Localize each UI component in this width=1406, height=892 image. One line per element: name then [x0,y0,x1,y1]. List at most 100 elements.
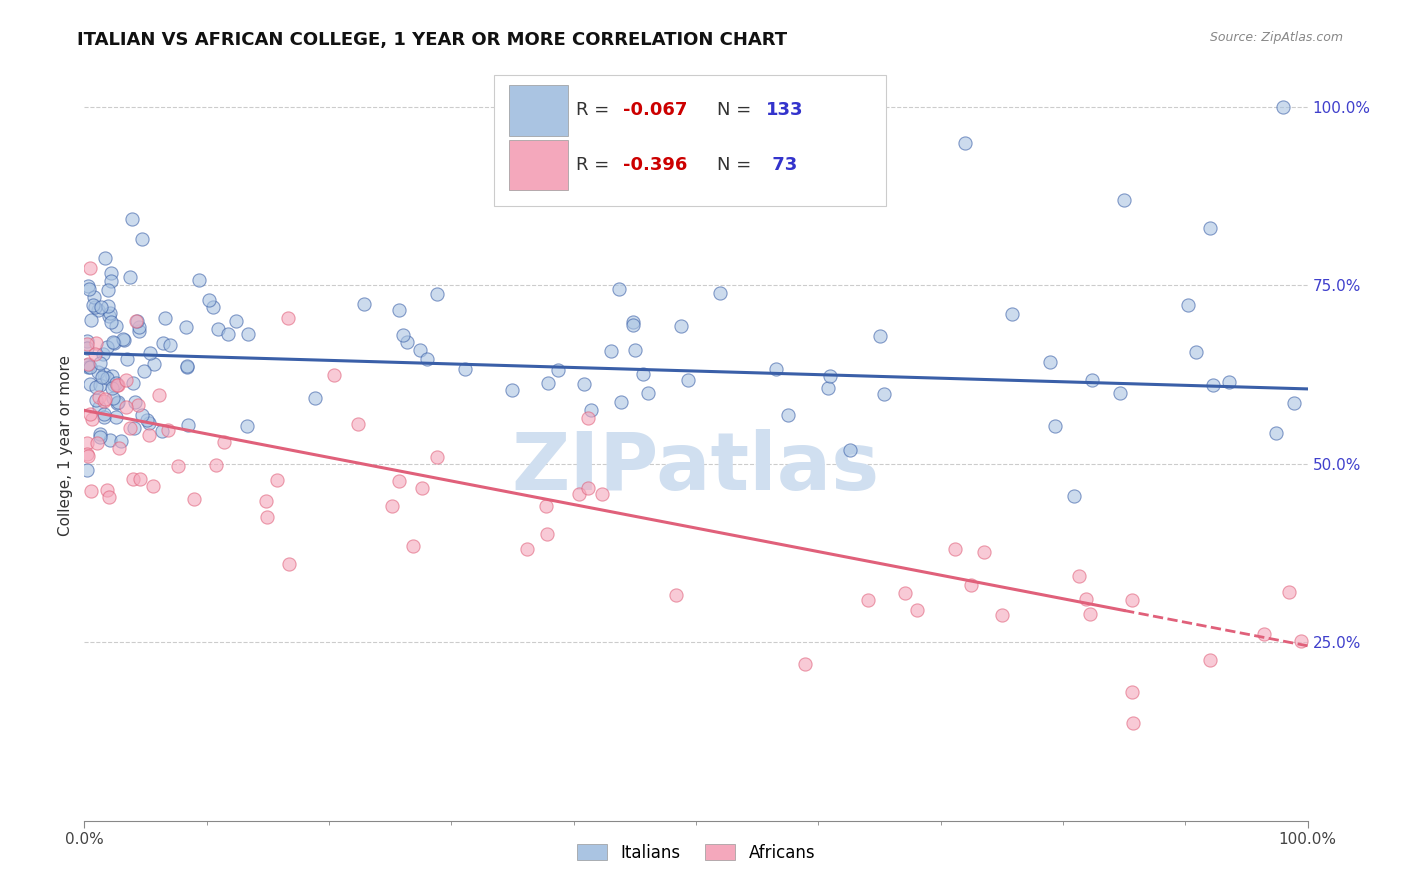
Point [93,367,115,381]
Point [1218,375,1240,389]
Point [107,395,129,409]
Point [143,357,166,371]
Point [117,352,139,367]
Point [148,388,170,402]
Point [516,541,538,556]
Point [391,327,413,342]
Point [817,381,839,395]
Point [960,578,983,592]
Point [132,364,155,378]
Point [83,300,105,314]
Point [402,539,425,553]
Point [599,343,621,358]
Point [90,301,112,315]
Point [89,378,111,392]
Point [953,136,976,150]
Point [79,377,101,392]
Text: Source: ZipAtlas.com: Source: ZipAtlas.com [1209,31,1343,45]
Point [1121,684,1143,698]
Point [277,557,299,571]
Point [122,376,145,390]
Point [839,443,862,458]
Point [127,398,149,412]
Point [76,336,98,351]
Point [125,314,148,328]
Point [79,360,101,375]
Point [591,487,613,501]
Point [122,421,145,435]
Point [82,297,104,311]
Point [547,363,569,377]
Point [110,434,132,448]
Point [129,472,152,486]
Point [150,424,173,438]
Point [1039,355,1062,369]
Point [621,315,644,329]
Point [1043,419,1066,434]
Point [105,319,128,334]
Point [83,290,105,304]
Point [97,283,120,297]
FancyBboxPatch shape [494,75,886,206]
Point [1282,396,1305,410]
Point [873,387,896,401]
Point [87,390,110,404]
Point [176,359,198,374]
Point [501,384,523,398]
Point [537,376,560,390]
Point [121,212,143,227]
Text: 73: 73 [766,156,797,174]
Point [236,326,259,341]
Point [991,608,1014,623]
Point [1067,568,1090,582]
Point [1080,373,1102,387]
Point [120,270,142,285]
Point [1202,378,1225,392]
Point [105,409,128,424]
Point [100,315,122,329]
Point [152,335,174,350]
Point [381,500,404,514]
Point [98,306,121,320]
Point [388,474,411,488]
Point [89,430,111,444]
Point [93,392,115,406]
Point [77,282,100,296]
Point [138,417,160,431]
Point [205,458,228,472]
Point [76,463,98,477]
Point [1278,585,1301,599]
Point [973,545,995,559]
Point [96,340,118,354]
Point [93,407,115,421]
Point [709,286,731,301]
Point [408,343,430,357]
Point [388,303,411,318]
Point [76,334,98,349]
Point [176,359,198,374]
Point [100,274,122,288]
Point [89,426,111,441]
Point [139,346,162,360]
Point [97,300,120,314]
Point [84,393,107,408]
Point [669,319,692,334]
Point [665,588,688,602]
Point [87,400,110,414]
Point [87,303,110,318]
Text: N =: N = [717,156,756,174]
Point [80,483,103,498]
Point [1185,345,1208,359]
Point [621,318,644,333]
Point [107,441,129,455]
Point [1291,633,1313,648]
Point [112,333,135,347]
Point [96,371,118,385]
Point [103,336,125,351]
Point [894,585,917,599]
FancyBboxPatch shape [509,85,568,136]
Point [869,329,891,343]
Point [536,526,558,541]
Point [83,347,105,361]
Text: 133: 133 [766,102,803,120]
